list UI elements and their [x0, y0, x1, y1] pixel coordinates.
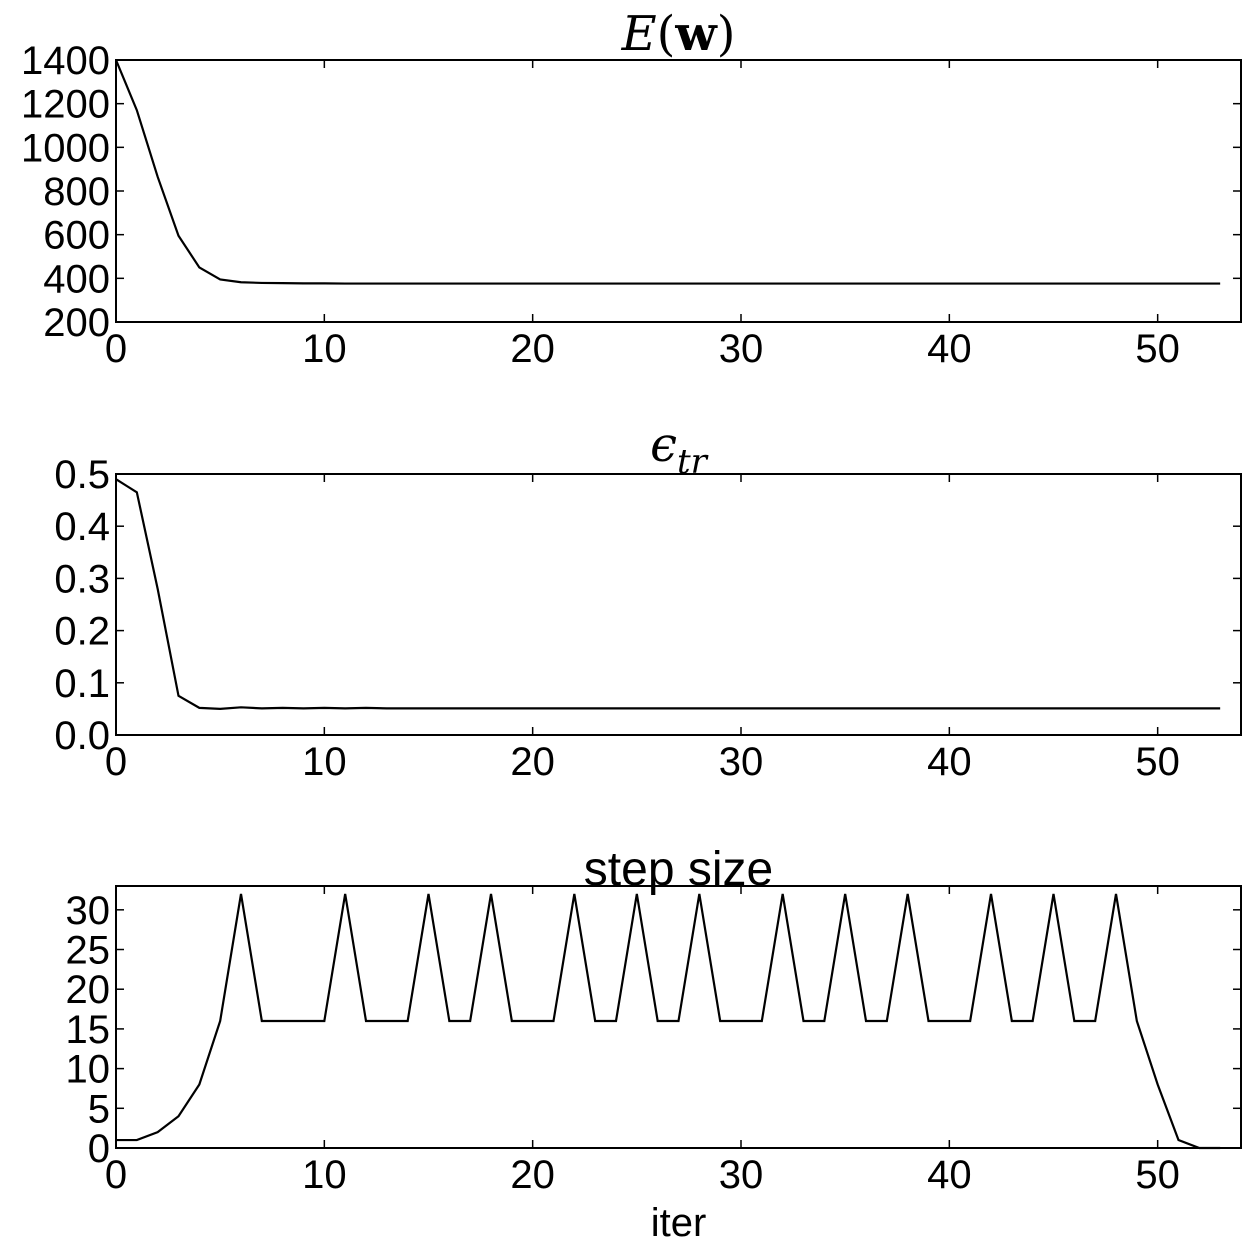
x-tick-label: 50	[1135, 1153, 1180, 1197]
subplot-2: 0 10 20 30 40 50 0.0 0.1 0.2 0.3 0.4 0.5 ϵtr	[54, 417, 1242, 784]
series-line	[116, 893, 1221, 1150]
chart-title: E(w)	[621, 6, 736, 62]
y-tick-label: 0.4	[54, 505, 110, 549]
x-tick-label: 10	[302, 740, 347, 784]
x-tick-label: 40	[927, 327, 972, 371]
x-tick-label: 30	[719, 1153, 764, 1197]
y-tick-label: 0.2	[54, 610, 110, 654]
axes-frame	[115, 473, 1242, 736]
y-tick-label: 0.3	[54, 557, 110, 601]
y-tick-label: 400	[43, 257, 110, 301]
title-symbol: ϵ	[650, 417, 677, 473]
y-tick-label: 15	[66, 1008, 111, 1052]
y-tick-label: 10	[66, 1048, 111, 1092]
y-tick-label: 20	[66, 968, 111, 1012]
x-tick-label: 0	[105, 1153, 127, 1197]
chart-title: step size	[584, 843, 773, 896]
title-symbol: E	[621, 6, 657, 62]
y-tick-label: 0.0	[54, 714, 110, 758]
x-tick-label: 20	[510, 327, 555, 371]
x-tick-label: 0	[105, 740, 127, 784]
x-tick-label: 10	[302, 1153, 347, 1197]
x-tick-label: 40	[927, 740, 972, 784]
y-tick-label: 1200	[21, 83, 110, 127]
title-subscript: tr	[677, 442, 709, 482]
x-tick-label: 0	[105, 327, 127, 371]
y-tick-label: 25	[66, 929, 111, 973]
x-tick-label: 30	[719, 327, 764, 371]
x-tick-label: 20	[510, 740, 555, 784]
series-line	[115, 478, 1221, 711]
x-axis-label: iter	[651, 1201, 707, 1245]
axes-frame	[115, 885, 1242, 1149]
y-tick-label: 1000	[21, 126, 110, 170]
y-tick-label: 200	[43, 301, 110, 345]
y-tick-label: 5	[88, 1087, 110, 1131]
x-tick-label: 50	[1135, 740, 1180, 784]
series-line	[114, 59, 1221, 285]
x-tick-label: 30	[719, 740, 764, 784]
x-tick-label: 40	[927, 1153, 972, 1197]
y-tick-label: 30	[66, 889, 111, 933]
x-tick-label: 50	[1135, 327, 1180, 371]
x-tick-label: 20	[510, 1153, 555, 1197]
y-tick-label: 600	[43, 214, 110, 258]
chart-title: ϵtr	[650, 417, 709, 482]
y-tick-label: 1400	[21, 39, 110, 83]
title-open-paren: (	[657, 6, 676, 62]
y-tick-label: 0.1	[54, 662, 110, 706]
title-variable: w	[674, 6, 718, 62]
title-close-paren: )	[717, 6, 736, 62]
y-tick-label: 800	[43, 170, 110, 214]
y-tick-label: 0.5	[54, 453, 110, 497]
x-tick-label: 10	[302, 327, 347, 371]
y-tick-label: 0	[88, 1127, 110, 1171]
